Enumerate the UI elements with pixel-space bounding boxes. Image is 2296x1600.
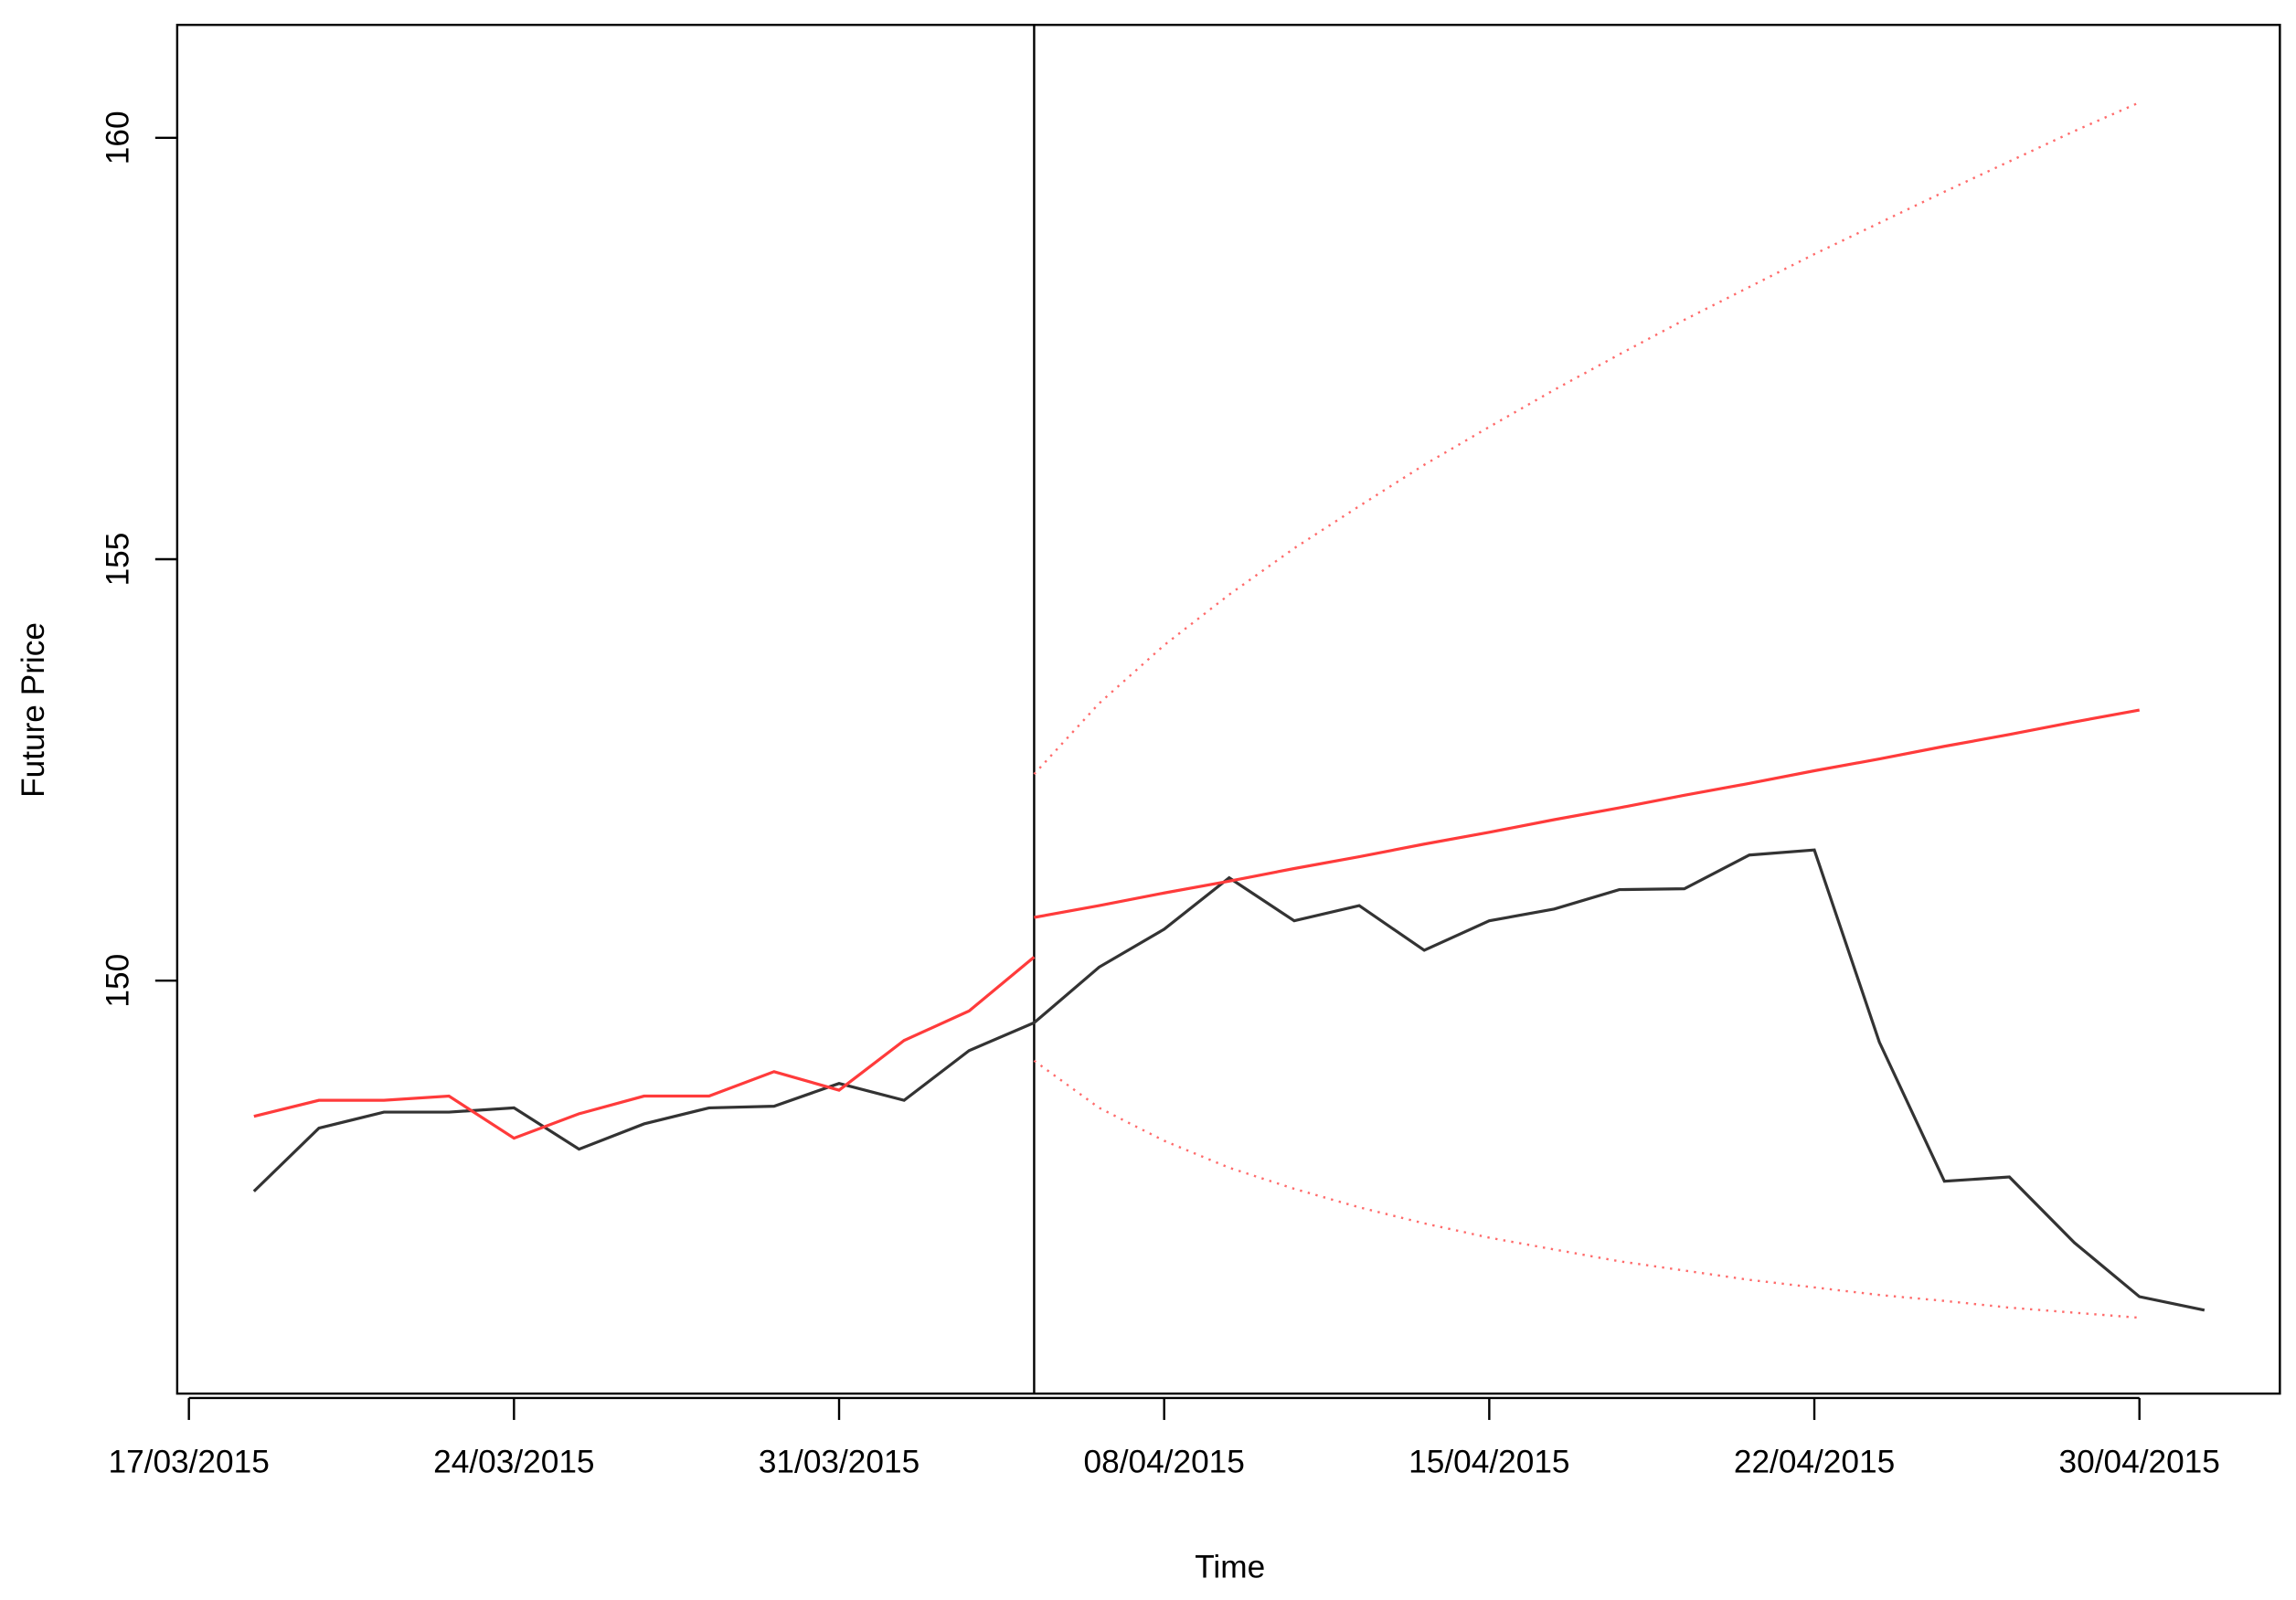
series-line (252, 848, 2206, 1312)
series-line (1033, 101, 2141, 776)
x-tick-label: 24/03/2015 (433, 1444, 594, 1479)
x-tick-label: 30/04/2015 (2059, 1444, 2220, 1479)
y-tick-label: 160 (101, 111, 136, 164)
y-tick-label: 150 (101, 954, 136, 1008)
x-tick-label: 17/03/2015 (108, 1444, 269, 1479)
x-tick-label: 22/04/2015 (1734, 1444, 1895, 1479)
x-tick-label: 31/03/2015 (759, 1444, 919, 1479)
x-axis-label: Time (1195, 1550, 1265, 1585)
x-tick-label: 08/04/2015 (1084, 1444, 1245, 1479)
y-tick-label: 155 (101, 533, 136, 587)
x-tick-label: 15/04/2015 (1408, 1444, 1569, 1479)
plot-frame (175, 24, 2281, 1395)
series-line (1034, 708, 2140, 919)
y-axis-label: Future Price (16, 622, 51, 798)
series-line (1033, 1059, 2140, 1319)
series-line (253, 956, 1036, 1140)
